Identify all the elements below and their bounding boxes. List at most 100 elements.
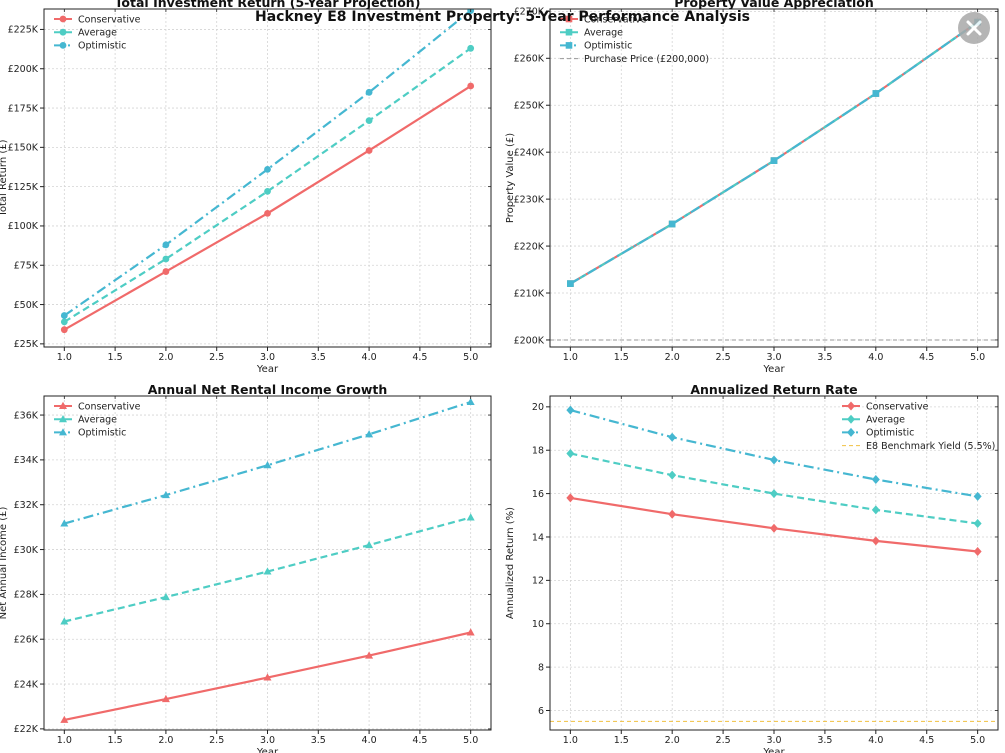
data-point-optimistic <box>567 280 574 287</box>
y-tick-label: £30K <box>14 545 39 556</box>
legend-label-average: Average <box>584 28 623 39</box>
data-point-optimistic <box>161 490 170 499</box>
series-average <box>60 44 475 326</box>
close-icon <box>966 20 982 36</box>
x-tick-label: 2.0 <box>665 352 680 363</box>
data-point-average <box>263 567 272 575</box>
x-tick-label: 3.5 <box>817 352 832 363</box>
data-point-optimistic <box>973 491 982 501</box>
y-axis-label: Net Annual Income (£) <box>0 506 9 619</box>
y-tick-label: £36K <box>14 410 39 421</box>
y-tick-label: £270K <box>514 7 545 18</box>
legend-label-optimistic: Optimistic <box>78 428 126 439</box>
data-point-average <box>60 318 68 326</box>
y-tick-label: £210K <box>514 288 545 299</box>
data-point-conservative <box>60 326 68 334</box>
x-tick-label: 5.0 <box>463 735 478 746</box>
x-tick-label: 1.0 <box>57 352 72 363</box>
legend-label-average: Average <box>866 415 905 426</box>
data-point-optimistic <box>668 220 676 228</box>
x-tick-label: 3.5 <box>311 352 326 363</box>
data-point-conservative <box>60 715 69 723</box>
x-tick-label: 3.0 <box>766 735 781 746</box>
x-tick-label: 4.5 <box>412 352 427 363</box>
y-tick-label: £260K <box>514 54 545 65</box>
series-average <box>566 448 982 529</box>
x-tick-label: 4.0 <box>868 735 883 746</box>
data-point-optimistic <box>60 519 69 527</box>
legend-label-optimistic: Optimistic <box>78 41 126 52</box>
legend-label-reference: E8 Benchmark Yield (5.5%) <box>866 441 995 452</box>
data-point-optimistic <box>872 90 880 97</box>
x-tick-label: 1.0 <box>563 352 578 363</box>
legend-marker-average <box>565 28 573 36</box>
y-tick-label: 20 <box>532 402 544 413</box>
y-tick-label: £32K <box>14 500 39 511</box>
y-tick-label: £34K <box>14 455 39 466</box>
data-point-conservative <box>264 209 271 217</box>
y-tick-label: £200K <box>8 64 39 75</box>
y-tick-label: £220K <box>514 241 545 252</box>
x-tick-label: 3.0 <box>766 352 781 363</box>
legend-marker-average <box>847 414 855 424</box>
data-point-optimistic <box>871 475 880 484</box>
legend: Conservative Average Optimistic <box>54 14 141 52</box>
chart-4: 1.0 1.5 2.0 2.5 3.0 3.5 4.0 4.5 5.0 6 8 10 12 14 16 18 2… <box>505 382 999 753</box>
x-tick-label: 1.5 <box>108 735 123 746</box>
y-tick-label: 16 <box>532 489 544 500</box>
x-tick-label: 3.5 <box>817 735 832 746</box>
y-tick-label: £75K <box>14 261 39 272</box>
x-tick-label: 4.0 <box>362 352 377 363</box>
x-tick-label: 1.5 <box>614 352 629 363</box>
x-tick-label: 3.5 <box>311 735 326 746</box>
y-tick-label: 8 <box>538 662 544 673</box>
legend-label-optimistic: Optimistic <box>866 428 914 439</box>
data-point-average <box>365 117 373 125</box>
x-tick-label: 2.5 <box>209 735 224 746</box>
legend-marker-optimistic <box>59 42 67 49</box>
x-tick-label: 2.0 <box>158 735 173 746</box>
y-tick-label: 6 <box>538 706 544 717</box>
y-tick-label: 12 <box>532 576 544 587</box>
chart-title: Annual Net Rental Income Growth <box>148 382 388 397</box>
x-tick-label: 2.5 <box>716 735 731 746</box>
data-point-average <box>162 255 170 263</box>
data-point-conservative <box>466 628 475 636</box>
data-point-average <box>668 470 677 480</box>
close-button[interactable] <box>958 12 990 44</box>
data-point-optimistic <box>162 241 170 249</box>
series-optimistic <box>60 397 475 527</box>
legend-marker-optimistic <box>565 42 573 49</box>
legend-marker-optimistic <box>59 428 67 436</box>
data-point-optimistic <box>770 455 778 465</box>
data-point-optimistic <box>264 165 271 173</box>
y-tick-label: £175K <box>8 103 39 114</box>
y-tick-label: £50K <box>14 300 39 311</box>
data-point-optimistic <box>60 312 68 319</box>
data-point-conservative <box>973 547 982 557</box>
data-point-average <box>566 448 575 458</box>
x-tick-label: 2.0 <box>665 735 680 746</box>
x-tick-label: 1.5 <box>108 352 123 363</box>
x-tick-label: 2.5 <box>716 352 731 363</box>
data-point-average <box>365 540 374 549</box>
data-point-optimistic <box>770 157 778 164</box>
data-point-average <box>466 513 475 521</box>
x-tick-label: 5.0 <box>970 352 985 363</box>
y-tick-label: £125K <box>8 182 39 193</box>
data-point-conservative <box>365 147 373 154</box>
chart-title: Total Investment Return (5-Year Projecti… <box>115 0 421 10</box>
x-axis-label: Year <box>256 747 279 753</box>
legend: Conservative Average Optimistic <box>54 401 141 439</box>
y-tick-label: £26K <box>14 635 39 646</box>
x-tick-label: 5.0 <box>463 352 478 363</box>
x-tick-label: 4.5 <box>919 735 934 746</box>
legend-label-average: Average <box>78 28 117 39</box>
data-point-optimistic <box>668 432 677 442</box>
data-point-optimistic <box>365 430 374 438</box>
y-tick-label: 10 <box>532 619 544 630</box>
legend-marker-optimistic <box>847 427 855 437</box>
data-point-average <box>871 505 880 515</box>
chart-1: 1.0 1.5 2.0 2.5 3.0 3.5 4.0 4.5 5.0 £25K £50K £75K £… <box>0 0 492 375</box>
y-tick-label: £225K <box>8 25 39 36</box>
